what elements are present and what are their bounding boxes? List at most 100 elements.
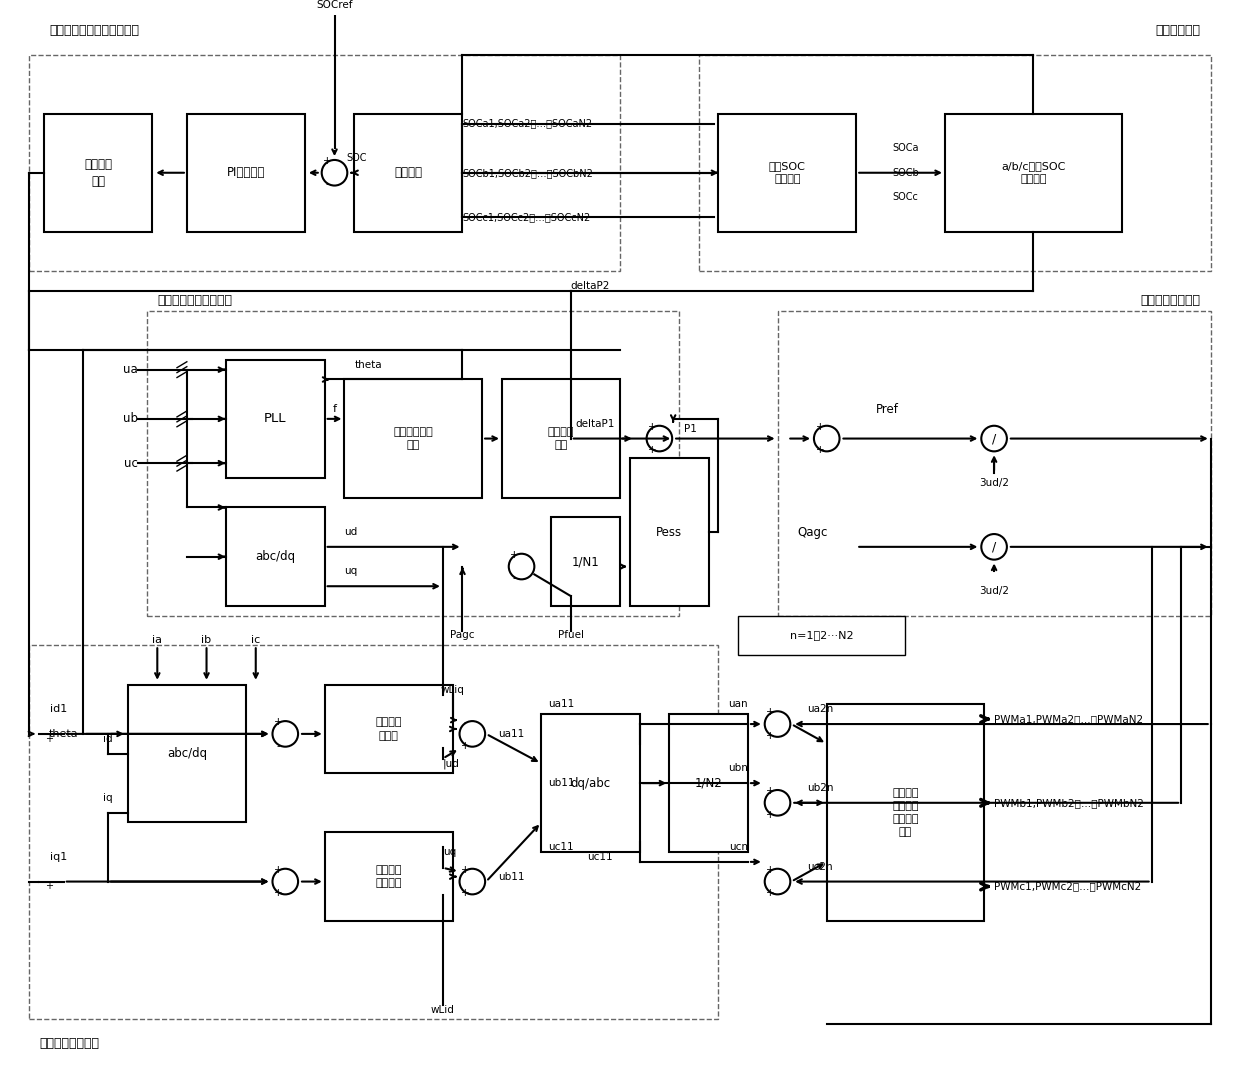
- Text: 3ud/2: 3ud/2: [980, 478, 1009, 488]
- Text: 加权平均: 加权平均: [394, 166, 423, 180]
- FancyBboxPatch shape: [187, 113, 305, 232]
- Text: ub11: ub11: [498, 872, 525, 882]
- Text: ub: ub: [123, 412, 138, 426]
- Text: ib: ib: [201, 636, 212, 645]
- Text: -: -: [277, 740, 280, 751]
- Text: Pfuel: Pfuel: [558, 630, 584, 641]
- Text: ua: ua: [123, 363, 138, 377]
- Text: 第一电流
调节器: 第一电流 调节器: [376, 717, 402, 740]
- Text: wLid: wLid: [430, 1005, 455, 1014]
- Text: +: +: [649, 422, 657, 431]
- Text: +: +: [816, 445, 825, 456]
- Circle shape: [981, 534, 1007, 560]
- FancyBboxPatch shape: [226, 360, 325, 478]
- FancyBboxPatch shape: [345, 380, 482, 498]
- Text: 第二电流
压调节器: 第二电流 压调节器: [376, 865, 402, 888]
- Text: +: +: [461, 888, 470, 899]
- Circle shape: [765, 869, 790, 895]
- Text: ua2n: ua2n: [807, 704, 833, 715]
- Circle shape: [765, 712, 790, 737]
- Text: f: f: [332, 404, 336, 414]
- Text: Pref: Pref: [875, 402, 899, 415]
- Text: ic: ic: [252, 636, 260, 645]
- Text: +: +: [324, 156, 332, 166]
- Text: ia: ia: [153, 636, 162, 645]
- Text: 电流指令计算模块: 电流指令计算模块: [1141, 294, 1200, 307]
- Text: 虚拟同步计算
模块: 虚拟同步计算 模块: [393, 427, 433, 450]
- Text: +: +: [511, 550, 520, 560]
- Text: a/b/c相内SOC
均衡计算: a/b/c相内SOC 均衡计算: [1001, 162, 1065, 184]
- FancyBboxPatch shape: [551, 517, 620, 606]
- Text: PI调节模块: PI调节模块: [227, 166, 265, 180]
- Circle shape: [460, 869, 485, 895]
- FancyBboxPatch shape: [502, 380, 620, 498]
- Text: ua11: ua11: [548, 700, 574, 709]
- Text: SOCref: SOCref: [316, 0, 352, 11]
- Text: +: +: [766, 865, 775, 875]
- Text: uc11: uc11: [548, 842, 574, 852]
- Text: uq: uq: [345, 566, 357, 577]
- Text: +: +: [816, 422, 825, 431]
- Text: 1/N1: 1/N1: [572, 555, 599, 568]
- Text: +: +: [274, 888, 283, 899]
- FancyBboxPatch shape: [325, 832, 453, 921]
- Text: SOCc: SOCc: [893, 193, 919, 202]
- FancyBboxPatch shape: [630, 458, 708, 606]
- Text: +: +: [766, 707, 775, 717]
- Text: uc11: uc11: [588, 852, 613, 862]
- Text: uc2n: uc2n: [807, 861, 833, 872]
- Text: +: +: [274, 717, 283, 728]
- FancyBboxPatch shape: [325, 685, 453, 774]
- Circle shape: [646, 426, 672, 452]
- Text: 载波相移
正弦脉宽
调制算法
模块: 载波相移 正弦脉宽 调制算法 模块: [893, 788, 919, 838]
- Text: +: +: [649, 445, 657, 456]
- Text: 均衡控制模块: 均衡控制模块: [1156, 24, 1200, 36]
- Text: Qagc: Qagc: [797, 525, 827, 538]
- Text: +: +: [274, 865, 283, 875]
- Text: PWMb1,PWMb2，…，PWMbN2: PWMb1,PWMb2，…，PWMbN2: [994, 798, 1145, 808]
- Text: Pagc: Pagc: [450, 630, 475, 641]
- Text: +: +: [461, 865, 470, 875]
- Text: 第一限幅
模块: 第一限幅 模块: [548, 427, 574, 450]
- FancyBboxPatch shape: [128, 685, 246, 823]
- Text: +: +: [45, 882, 53, 891]
- Text: 相内SOC
加权平均: 相内SOC 加权平均: [769, 162, 806, 184]
- Text: ub11: ub11: [548, 778, 574, 789]
- Text: /: /: [992, 432, 996, 445]
- FancyBboxPatch shape: [226, 507, 325, 606]
- Text: ua11: ua11: [498, 729, 525, 739]
- Text: P1: P1: [684, 424, 697, 433]
- Text: uan: uan: [728, 700, 748, 709]
- FancyBboxPatch shape: [45, 113, 153, 232]
- Text: deltaP2: deltaP2: [570, 281, 610, 291]
- Text: theta: theta: [355, 360, 382, 370]
- Text: +: +: [461, 740, 470, 751]
- Text: -: -: [326, 180, 330, 189]
- Text: uq: uq: [443, 847, 456, 857]
- Text: wLiq: wLiq: [440, 685, 465, 694]
- Text: abc/dq: abc/dq: [166, 747, 207, 760]
- Text: 电池充电状态整体调节模块: 电池充电状态整体调节模块: [50, 24, 139, 36]
- Circle shape: [765, 790, 790, 815]
- Text: ucn: ucn: [729, 842, 748, 852]
- Text: dq/abc: dq/abc: [570, 777, 610, 790]
- Text: +: +: [766, 810, 775, 820]
- Text: +: +: [766, 786, 775, 796]
- Text: abc/dq: abc/dq: [255, 550, 295, 563]
- Text: /: /: [992, 540, 996, 553]
- FancyBboxPatch shape: [355, 113, 463, 232]
- Text: PWMc1,PWMc2，…，PWMcN2: PWMc1,PWMc2，…，PWMcN2: [994, 882, 1141, 891]
- Text: 3ud/2: 3ud/2: [980, 586, 1009, 596]
- Circle shape: [813, 426, 839, 452]
- Text: 虚拟同步功率计算模块: 虚拟同步功率计算模块: [157, 294, 232, 307]
- FancyBboxPatch shape: [945, 113, 1122, 232]
- Text: 1/N2: 1/N2: [694, 777, 723, 790]
- Text: SOCb1,SOCb2，…，SOCbN2: SOCb1,SOCb2，…，SOCbN2: [463, 168, 594, 178]
- Text: deltaP1: deltaP1: [575, 418, 615, 429]
- FancyBboxPatch shape: [738, 615, 905, 655]
- Circle shape: [321, 159, 347, 185]
- Text: SOCa1,SOCa2，…，SOCaN2: SOCa1,SOCa2，…，SOCaN2: [463, 119, 593, 128]
- Text: +: +: [766, 888, 775, 899]
- Text: 电流矢量控制模块: 电流矢量控制模块: [40, 1038, 99, 1051]
- FancyBboxPatch shape: [827, 704, 985, 921]
